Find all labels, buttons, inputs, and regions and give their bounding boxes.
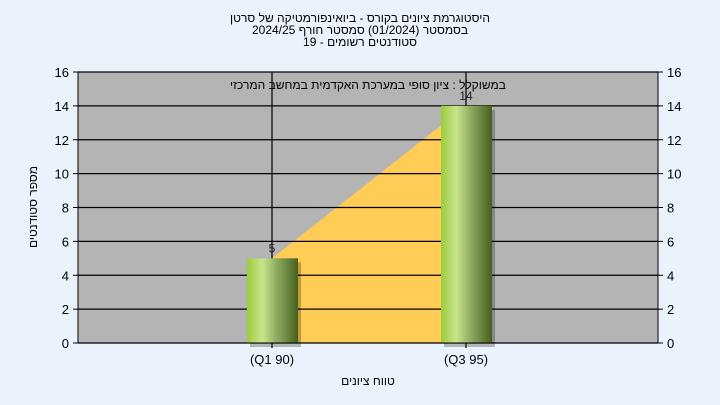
- y-tick-label-left: 10: [55, 167, 69, 182]
- chart-annotation: במשוקלל : ציון סופי במערכת האקדמית במחשב…: [230, 78, 506, 92]
- y-tick-label-right: 2: [667, 302, 674, 317]
- bar-data-label: 14: [459, 89, 473, 103]
- y-tick-label-right: 16: [667, 65, 681, 80]
- y-axis-label: מספר סטודנטים: [26, 166, 40, 248]
- y-tick-label-left: 6: [62, 234, 69, 249]
- chart-title-line-2: בסמסטר (01/2024) סמסטר חורף 2024/25: [251, 23, 469, 37]
- y-tick-label-left: 16: [55, 65, 69, 80]
- bar-data-label: 5: [269, 241, 276, 255]
- y-tick-label-left: 12: [55, 133, 69, 148]
- y-tick-label-left: 2: [62, 302, 69, 317]
- y-tick-label-right: 4: [667, 268, 674, 283]
- bar: [441, 105, 492, 343]
- x-tick-label: (Q1 90): [250, 352, 294, 367]
- y-tick-label-right: 14: [667, 99, 681, 114]
- y-tick-label-right: 0: [667, 336, 674, 351]
- y-tick-label-right: 8: [667, 201, 674, 216]
- x-axis-label: טווח ציונים: [341, 374, 395, 388]
- chart-title-line-1: היסטוגרמת ציונים בקורס - ביואינפורמטיקה …: [230, 11, 490, 25]
- bar: [247, 258, 298, 343]
- y-tick-label-left: 4: [62, 268, 69, 283]
- x-tick-label: (Q3 95): [444, 352, 488, 367]
- chart-title-line-3: סטודנטים רשומים - 19: [303, 35, 417, 49]
- area-series: [272, 105, 466, 343]
- plot-border: [77, 71, 659, 344]
- y-tick-label-left: 0: [62, 336, 69, 351]
- y-tick-label-right: 10: [667, 167, 681, 182]
- y-tick-label-right: 6: [667, 234, 674, 249]
- y-tick-label-left: 14: [55, 99, 69, 114]
- y-tick-label-right: 12: [667, 133, 681, 148]
- y-tick-label-left: 8: [62, 201, 69, 216]
